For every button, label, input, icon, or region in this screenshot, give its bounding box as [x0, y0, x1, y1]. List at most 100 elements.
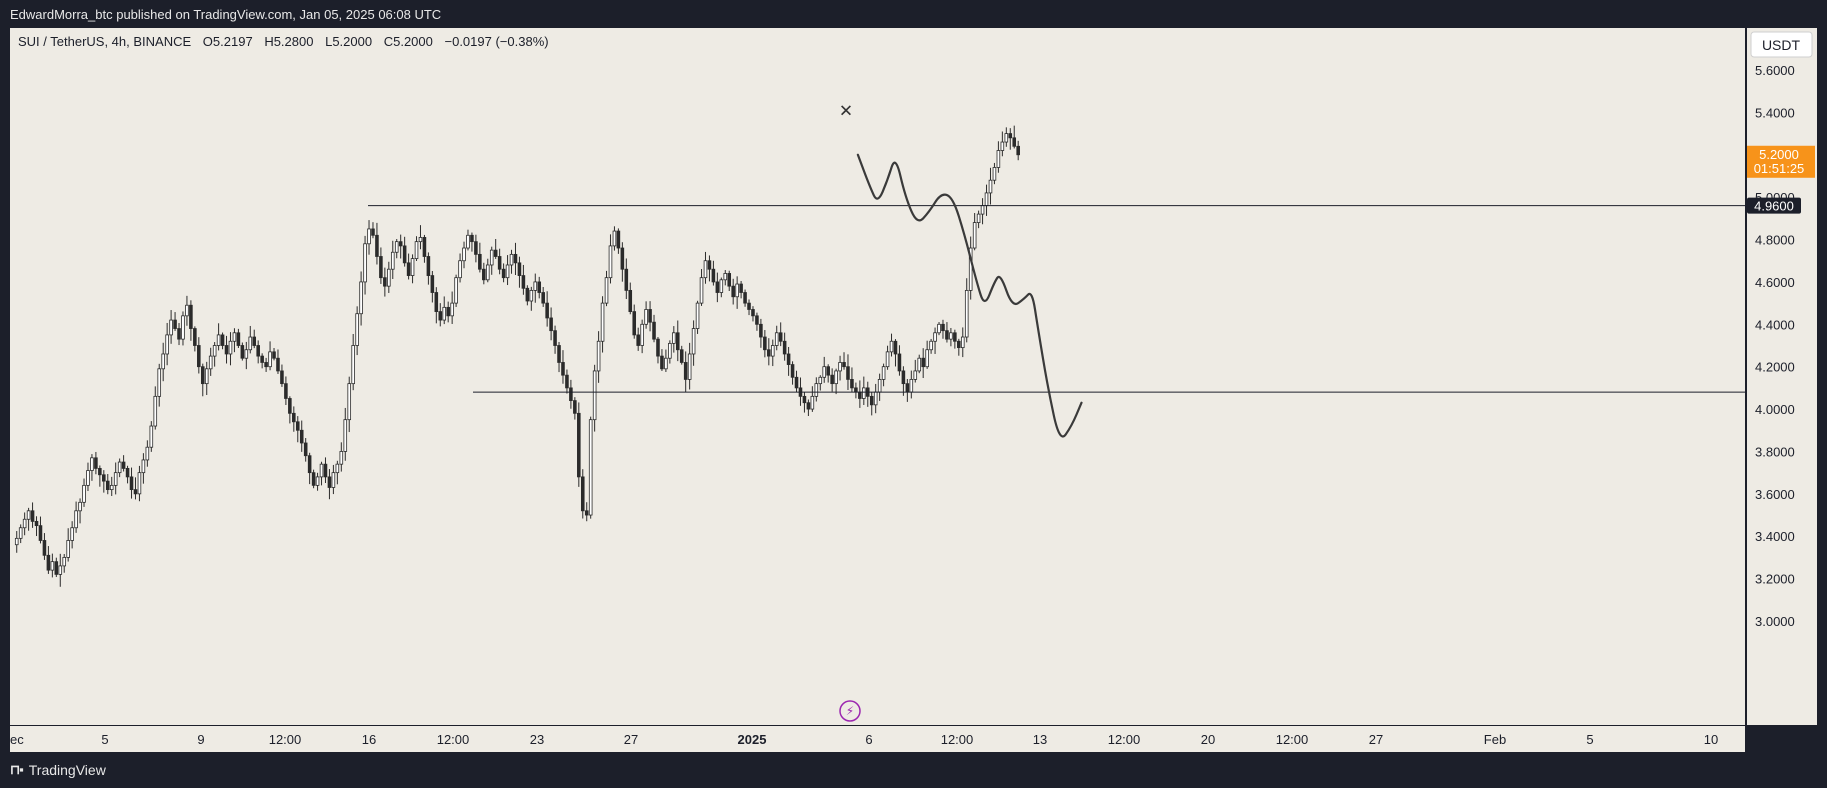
candle [264, 357, 268, 372]
price-chart[interactable]: ✕ ⚡ 5.60005.40005.20005.00004.80004.6000… [10, 28, 1817, 752]
candle [410, 254, 415, 284]
candle [533, 273, 538, 303]
candle [189, 300, 193, 341]
candle [707, 255, 712, 282]
candle [446, 301, 450, 323]
candle [86, 462, 90, 491]
candle [557, 341, 561, 373]
candle [482, 262, 486, 285]
candle [739, 280, 743, 299]
candle [679, 345, 684, 365]
candle [862, 376, 866, 405]
level-tag-label: 4.9600 [1754, 199, 1794, 214]
candle [953, 329, 957, 349]
tradingview-logo-icon[interactable]: ⊓▪ [10, 762, 24, 777]
candle [767, 338, 771, 366]
candle [232, 328, 237, 353]
level-tags-group: 4.9600 [1747, 197, 1801, 214]
plot-area[interactable] [10, 28, 1745, 725]
candle [165, 322, 169, 366]
candle [450, 291, 454, 324]
candle [18, 524, 23, 544]
candle [276, 349, 280, 374]
candle [672, 326, 676, 353]
candle [418, 225, 423, 250]
candle [941, 319, 945, 339]
candle [280, 364, 284, 387]
candle [743, 289, 747, 307]
footer-logo-label[interactable]: TradingView [28, 762, 106, 778]
candle [125, 465, 130, 484]
lightning-event-icon[interactable]: ⚡ [839, 700, 861, 722]
candle [735, 276, 739, 309]
legend-symbol: SUI / TetherUS, 4h, BINANCE O5.2197 H5.2… [18, 34, 549, 49]
candle [1000, 131, 1005, 157]
candle [644, 301, 648, 329]
currency-button[interactable] [1750, 31, 1813, 58]
candle [383, 267, 387, 297]
candle [964, 278, 969, 343]
level-tag [1747, 197, 1801, 214]
candle [129, 467, 134, 499]
candle [699, 269, 704, 306]
time-tick-label: 10 [1704, 732, 1718, 747]
candle [260, 353, 264, 369]
candle [268, 341, 272, 371]
candle [818, 375, 823, 391]
candle [355, 306, 359, 356]
candle [216, 323, 221, 351]
candle [197, 337, 201, 374]
candle [949, 327, 953, 347]
candle [284, 376, 288, 405]
candle [600, 296, 605, 353]
candle [30, 502, 35, 528]
candle [34, 516, 39, 537]
candle [652, 314, 656, 343]
publish-info: EdwardMorra_btc published on TradingView… [10, 7, 442, 22]
candle [137, 465, 142, 502]
candle [620, 242, 625, 282]
price-axis-panel[interactable] [1747, 28, 1817, 725]
candle [387, 261, 391, 293]
candle [517, 256, 522, 288]
candle [315, 472, 320, 491]
candle [339, 442, 344, 472]
candle [14, 531, 19, 553]
time-axis-panel[interactable] [10, 726, 1745, 752]
candle [109, 476, 114, 496]
candle [299, 420, 304, 452]
candle [367, 220, 371, 255]
candle [608, 234, 613, 284]
candle [834, 368, 838, 395]
candle [335, 460, 340, 485]
candle [145, 440, 150, 467]
candle [937, 322, 941, 336]
candle [869, 392, 874, 416]
candle [806, 399, 811, 417]
projection-path [856, 153, 1083, 438]
candle [501, 263, 506, 283]
candle [303, 438, 308, 462]
candle [703, 251, 708, 284]
candle [390, 240, 395, 279]
candle [62, 554, 67, 573]
candle [204, 361, 209, 396]
time-tick-label: 5 [101, 732, 108, 747]
candle [561, 350, 565, 384]
candle [497, 248, 502, 275]
candle [545, 291, 549, 327]
candle [668, 340, 672, 364]
time-tick-label: 20 [1201, 732, 1215, 747]
candle [573, 397, 577, 420]
candle [933, 327, 937, 354]
price-tick-label: 4.0000 [1755, 402, 1795, 417]
candle [778, 322, 783, 347]
candle [193, 326, 197, 352]
candle [1008, 128, 1013, 150]
candle [22, 512, 27, 536]
candle [616, 228, 621, 254]
candle [200, 363, 205, 397]
candle [604, 270, 609, 307]
price-tick-label: 4.6000 [1755, 275, 1795, 290]
candle [727, 270, 732, 292]
